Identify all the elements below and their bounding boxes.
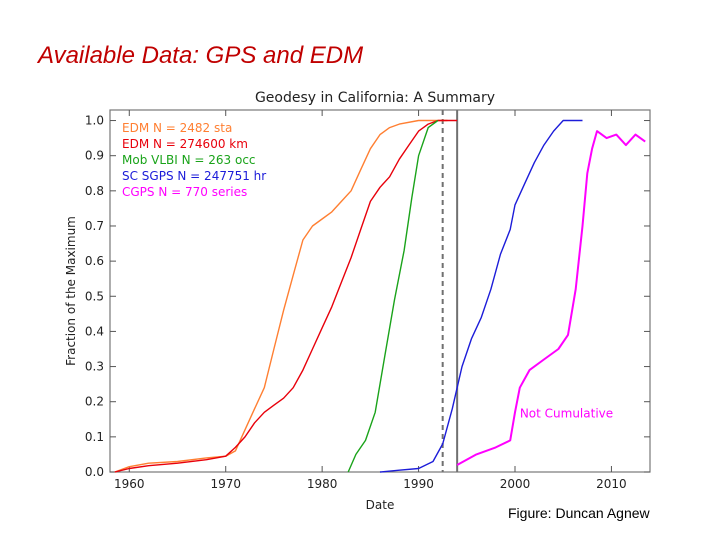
y-tick-label: 0.2 bbox=[85, 395, 104, 409]
chart-title: Geodesy in California: A Summary bbox=[255, 90, 495, 106]
legend-entry: CGPS N = 770 series bbox=[122, 185, 247, 199]
legend-entry: Mob VLBI N = 263 occ bbox=[122, 153, 256, 167]
y-tick-label: 0.9 bbox=[85, 149, 104, 163]
series-line-4 bbox=[456, 130, 646, 466]
legend: EDM N = 2482 sta EDM N = 274600 km Mob VLB… bbox=[122, 121, 266, 199]
x-tick-label: 2000 bbox=[500, 477, 531, 491]
y-tick-label: 1.0 bbox=[85, 114, 104, 128]
y-axis: 0.0 0.1 0.2 0.3 0.4 0.5 0.6 0.7 0.8 0.9 1.0 bbox=[85, 114, 650, 479]
y-tick-label: 0.0 bbox=[85, 465, 104, 479]
y-tick-label: 0.1 bbox=[85, 430, 104, 444]
y-tick-label: 0.4 bbox=[85, 324, 104, 338]
annotations: Not Cumulative bbox=[520, 407, 613, 421]
x-tick-label: 2010 bbox=[596, 477, 627, 491]
legend-entry: EDM N = 274600 km bbox=[122, 137, 248, 151]
x-tick-label: 1970 bbox=[210, 477, 241, 491]
y-tick-label: 0.3 bbox=[85, 360, 104, 374]
series-line-2 bbox=[347, 119, 439, 473]
x-tick-label: 1990 bbox=[403, 477, 434, 491]
series-line-0 bbox=[114, 119, 448, 473]
chart: Geodesy in California: A Summary 0.00.10… bbox=[64, 90, 651, 512]
plot-area bbox=[109, 109, 651, 473]
y-tick-label: 0.7 bbox=[85, 219, 104, 233]
x-axis-label: Date bbox=[366, 498, 395, 512]
y-tick-label: 0.6 bbox=[85, 254, 104, 268]
series-line-3 bbox=[379, 119, 583, 473]
y-tick-label: 0.5 bbox=[85, 289, 104, 303]
x-tick-label: 1980 bbox=[307, 477, 338, 491]
x-axis: 1960 1970 1980 1990 2000 2010 bbox=[114, 110, 627, 491]
y-axis-label: Fraction of the Maximum bbox=[64, 216, 78, 366]
annotation-text: Not Cumulative bbox=[520, 407, 613, 421]
y-tick-label: 0.8 bbox=[85, 184, 104, 198]
x-tick-label: 1960 bbox=[114, 477, 145, 491]
slide-title: Available Data: GPS and EDM bbox=[38, 42, 364, 69]
reference-lines bbox=[441, 110, 459, 472]
legend-entry: SC SGPS N = 247751 hr bbox=[122, 169, 266, 183]
figure-credit: Figure: Duncan Agnew bbox=[508, 505, 650, 521]
series-layer bbox=[114, 119, 646, 473]
series-line-1 bbox=[114, 119, 458, 473]
legend-entry: EDM N = 2482 sta bbox=[122, 121, 232, 135]
